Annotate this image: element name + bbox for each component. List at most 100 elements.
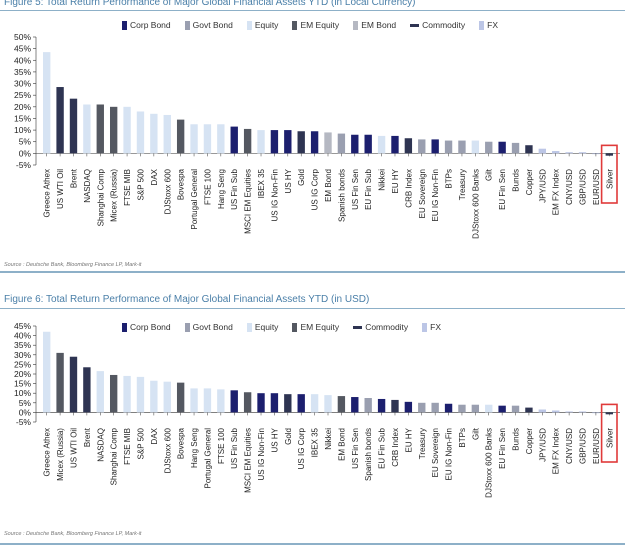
legend-item: Govt Bond	[184, 20, 233, 30]
x-tick-label: US HY	[270, 427, 279, 452]
bar	[458, 140, 466, 154]
bar	[56, 352, 64, 413]
bar-chart: -5%0%5%10%15%20%25%30%35%40%45% Greece At…	[14, 321, 620, 498]
bar	[176, 119, 185, 154]
x-tick-label: EUR/USD	[592, 169, 601, 205]
bar	[150, 380, 158, 413]
y-tick-label: 45%	[14, 321, 31, 331]
legend-item: Commodity	[353, 322, 408, 332]
y-tick-label: 25%	[14, 359, 31, 369]
bar	[391, 399, 399, 413]
y-tick-label: 45%	[14, 44, 31, 54]
chart-title: Figure 5: Total Return Performance of Ma…	[4, 0, 416, 8]
bar	[203, 124, 212, 154]
x-tick-label: Brent	[83, 427, 92, 447]
x-tick-label: GBP/USD	[579, 428, 588, 464]
legend-item: Corp Bond	[122, 322, 171, 332]
x-tick-label: US IG Corp	[311, 168, 320, 210]
legend-item: FX	[479, 20, 498, 30]
legend-label: Equity	[254, 322, 279, 332]
y-tick-label: 10%	[14, 125, 31, 135]
x-tick-label: DAX	[150, 427, 159, 444]
x-tick-label: NASDAQ	[83, 169, 92, 203]
y-tick-label: 35%	[14, 67, 31, 77]
bar	[69, 356, 78, 413]
bar	[431, 402, 439, 413]
legend-item: EM Equity	[292, 20, 339, 30]
legend-label: Govt Bond	[192, 322, 233, 332]
title-rule	[0, 10, 625, 11]
y-tick-label: 20%	[14, 369, 31, 379]
bar	[270, 393, 279, 413]
bar	[364, 398, 372, 413]
x-tick-label: DJStoxx 600 Banks	[485, 428, 494, 498]
y-tick-label: -5%	[16, 417, 32, 427]
bar	[123, 375, 131, 413]
x-tick-label: FTSE 100	[217, 427, 226, 464]
bar	[565, 411, 573, 413]
bar	[324, 395, 332, 413]
bar	[337, 396, 346, 413]
x-tick-label: EUR/USD	[592, 428, 601, 464]
x-tick-label: Hang Seng	[217, 169, 226, 209]
bar	[136, 111, 145, 154]
x-tick-label: Spanish bonds	[337, 169, 346, 222]
bar	[43, 331, 51, 413]
legend-swatch	[122, 322, 127, 332]
x-tick-label: Gold	[297, 169, 306, 186]
bar	[83, 104, 91, 154]
title-rule	[0, 308, 625, 309]
y-tick-label: 30%	[14, 350, 31, 360]
bar	[96, 104, 104, 154]
highlight-box	[600, 403, 618, 463]
legend-label: Corp Bond	[130, 20, 171, 30]
bar	[150, 113, 158, 154]
x-tick-label: FTSE 100	[203, 168, 212, 205]
x-tick-label: DAX	[150, 168, 159, 185]
bar	[136, 376, 145, 413]
bar	[310, 131, 319, 154]
y-tick-label: 40%	[14, 55, 31, 65]
bar	[96, 371, 104, 413]
chart-legend: Corp Bond Govt Bond Equity EM Equity Commodi…	[122, 322, 441, 332]
x-tick-label: DJStoxx 600 Banks	[471, 169, 480, 239]
x-tick-label: Nikkei	[324, 428, 333, 450]
bar	[511, 405, 520, 413]
x-tick-label: IBEX 35	[257, 168, 266, 198]
y-tick-label: 10%	[14, 388, 31, 398]
x-tick-label: JPY/USD	[538, 428, 547, 462]
x-tick-label: Copper	[525, 169, 534, 196]
bar	[471, 404, 480, 413]
x-tick-label: EM FX Index	[552, 169, 561, 215]
bar	[498, 141, 506, 154]
x-tick-label: Greece Athex	[43, 169, 52, 217]
x-tick-label: Gilt	[471, 427, 480, 440]
bar	[485, 141, 493, 154]
bar	[163, 381, 171, 413]
legend-swatch	[353, 325, 363, 329]
bar	[109, 106, 118, 154]
legend-label: Commodity	[422, 20, 466, 30]
x-tick-label: Micex (Russia)	[110, 169, 119, 222]
legend-label: EM Bond	[361, 20, 397, 30]
x-tick-label: Brent	[69, 168, 78, 188]
bar	[43, 52, 51, 154]
bar	[458, 404, 466, 413]
legend-swatch	[292, 20, 298, 30]
legend-label: Equity	[254, 20, 279, 30]
legend-swatch	[184, 20, 190, 30]
bar	[257, 130, 265, 154]
x-tick-label: Nikkei	[378, 169, 387, 191]
bar	[270, 130, 279, 154]
bar	[310, 394, 319, 413]
legend-label: EM Equity	[300, 322, 340, 332]
x-tick-label: GBP/USD	[579, 169, 588, 205]
bar	[69, 98, 78, 154]
x-tick-label: MSCI EM Equities	[244, 169, 253, 234]
bar	[163, 114, 171, 154]
x-tick-label: FTSE MIB	[123, 428, 132, 465]
bar	[83, 367, 91, 413]
x-tick-label: IBEX 35	[311, 427, 320, 457]
bar	[297, 394, 305, 413]
bar	[525, 145, 533, 154]
